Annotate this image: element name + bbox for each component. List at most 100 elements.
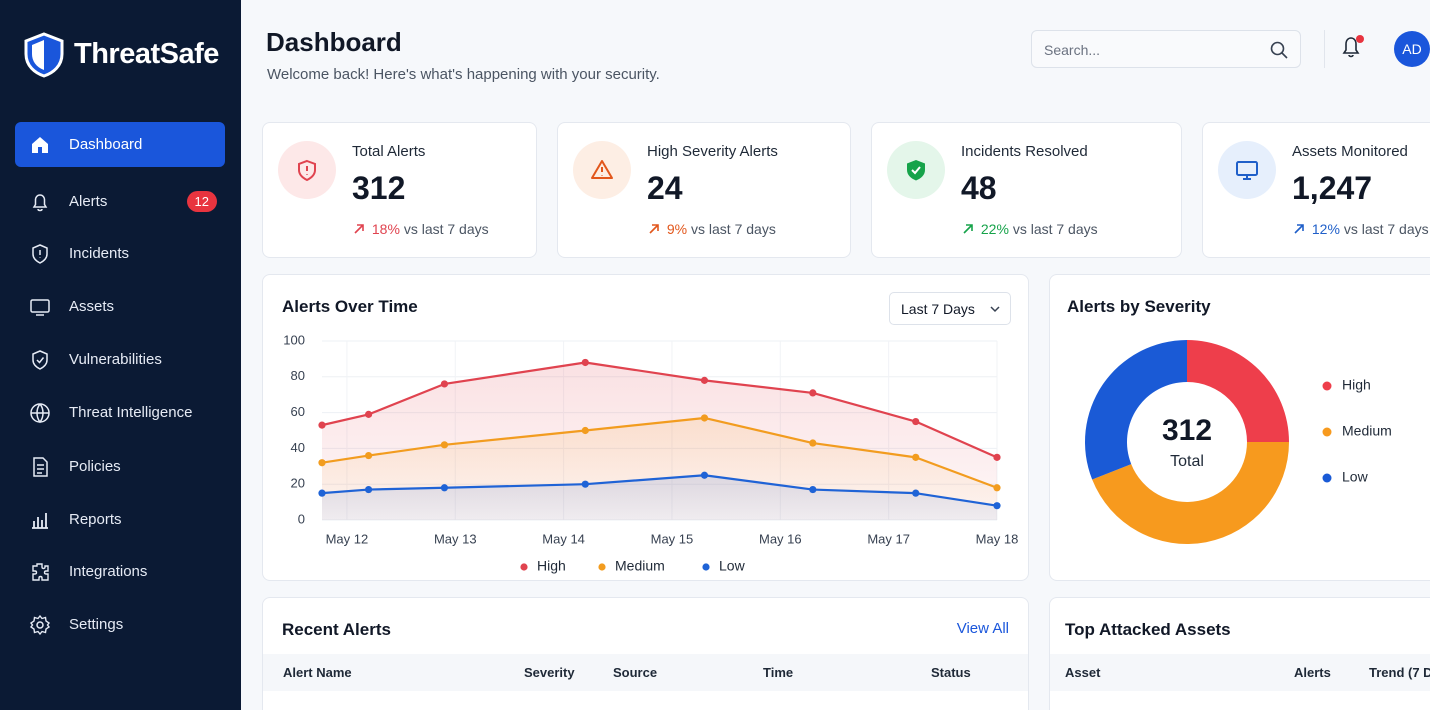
user-avatar[interactable]: AD bbox=[1394, 31, 1430, 67]
stat-label: Incidents Resolved bbox=[961, 143, 1088, 160]
trend-arrow bbox=[1294, 224, 1304, 234]
point bbox=[809, 485, 817, 494]
point bbox=[912, 453, 920, 461]
legend-label: Medium bbox=[615, 558, 665, 574]
stat-value: 1,247 bbox=[1292, 170, 1373, 206]
trend-arrow bbox=[354, 224, 364, 234]
y-tick-label: 0 bbox=[298, 511, 305, 526]
nav-label: Assets bbox=[69, 298, 115, 315]
column-header: Asset bbox=[1065, 665, 1101, 680]
x-tick-label: May 14 bbox=[542, 531, 585, 546]
nav-item[interactable]: Integrations bbox=[15, 549, 225, 594]
nav-item[interactable]: Incidents bbox=[15, 231, 225, 276]
stat-change: 22% bbox=[980, 221, 1009, 237]
nav-item[interactable]: Vulnerabilities bbox=[15, 337, 225, 382]
nav-item[interactable]: Dashboard bbox=[15, 122, 225, 167]
point bbox=[700, 414, 709, 422]
nav-item[interactable]: Policies bbox=[15, 444, 225, 489]
search-icon bbox=[1270, 41, 1288, 59]
point bbox=[809, 439, 817, 447]
nav-icon bbox=[32, 136, 48, 153]
view-all-link[interactable]: View All bbox=[956, 620, 1009, 637]
stat-card: Assets Monitored 1,247 12% vs last 7 day… bbox=[1202, 122, 1430, 258]
notification-bell[interactable] bbox=[1338, 33, 1366, 61]
card-title: Recent Alerts bbox=[282, 620, 391, 639]
nav-label: Alerts bbox=[69, 193, 108, 210]
stat-change-row: 22% vs last 7 days bbox=[962, 221, 1098, 237]
nav-icon bbox=[33, 456, 48, 477]
stat-value: 48 bbox=[961, 170, 997, 206]
nav-item[interactable]: Settings bbox=[15, 602, 225, 647]
nav-icon bbox=[32, 349, 48, 370]
nav-label: Vulnerabilities bbox=[69, 351, 162, 368]
chevron bbox=[990, 306, 1000, 313]
donut-segment bbox=[1092, 442, 1290, 544]
card-title: Alerts by Severity bbox=[1067, 297, 1211, 316]
y-tick-label: 80 bbox=[291, 368, 305, 383]
y-tick-label: 20 bbox=[291, 476, 305, 491]
top-assets-card: Top Attacked Assets Asset Alerts Trend (7 … bbox=[1049, 597, 1430, 710]
point bbox=[364, 451, 373, 460]
x-tick-label: May 17 bbox=[867, 531, 910, 546]
stat-change-row: 18% vs last 7 days bbox=[353, 221, 489, 237]
point bbox=[700, 376, 709, 384]
point bbox=[912, 489, 920, 497]
nav-item[interactable]: Reports bbox=[15, 497, 225, 542]
brand-name: ThreatSafe bbox=[74, 38, 219, 70]
line bbox=[321, 416, 998, 489]
legend-swatch bbox=[1322, 427, 1332, 437]
nav-label: Dashboard bbox=[69, 136, 143, 153]
stat-compare: vs last 7 days bbox=[1343, 221, 1429, 237]
point bbox=[993, 453, 1001, 461]
stat-icon-bg bbox=[573, 141, 631, 199]
point bbox=[912, 417, 920, 426]
legend-swatch bbox=[702, 563, 710, 571]
point bbox=[318, 459, 326, 467]
stat-icon-bg bbox=[1218, 141, 1276, 199]
recent-alerts-card: Recent Alerts View All Alert Name Severit… bbox=[262, 597, 1029, 710]
trend-arrow bbox=[963, 224, 973, 234]
stat-icon bbox=[591, 160, 613, 179]
point bbox=[581, 426, 589, 435]
stat-label: High Severity Alerts bbox=[647, 143, 778, 160]
column-header: Severity bbox=[524, 665, 575, 680]
range-select[interactable]: Last 7 Days bbox=[889, 292, 1011, 325]
divider bbox=[1324, 30, 1325, 68]
nav-icon bbox=[32, 562, 49, 581]
stat-icon bbox=[298, 159, 316, 182]
nav-icon bbox=[32, 193, 48, 211]
nav-label: Settings bbox=[69, 616, 124, 633]
stat-card: Incidents Resolved 48 22% vs last 7 days bbox=[871, 122, 1182, 258]
legend-label: Low bbox=[1342, 469, 1369, 485]
point bbox=[364, 410, 373, 418]
x-tick-label: May 13 bbox=[434, 531, 477, 546]
brand-logo bbox=[24, 32, 64, 78]
nav-item[interactable]: Threat Intelligence bbox=[15, 390, 225, 435]
legend-swatch bbox=[598, 563, 606, 571]
stat-compare: vs last 7 days bbox=[1012, 221, 1098, 237]
stat-change-row: 12% vs last 7 days bbox=[1293, 221, 1429, 237]
legend-swatch bbox=[1322, 473, 1332, 483]
stat-compare: vs last 7 days bbox=[691, 221, 776, 237]
point bbox=[809, 389, 817, 397]
column-header: Alerts bbox=[1294, 665, 1331, 680]
x-tick-label: May 12 bbox=[326, 531, 369, 546]
donut-center-value: 312 bbox=[1162, 414, 1212, 447]
column-header: Trend (7 Days) bbox=[1369, 665, 1430, 680]
nav-item[interactable]: Assets bbox=[15, 284, 225, 329]
area bbox=[322, 475, 997, 520]
search-box[interactable]: Search... bbox=[1031, 30, 1301, 68]
stat-card: High Severity Alerts 24 9% vs last 7 day… bbox=[557, 122, 851, 258]
card-title: Top Attacked Assets bbox=[1065, 620, 1231, 639]
table-header bbox=[263, 654, 1028, 691]
legend-swatch bbox=[1322, 381, 1332, 391]
nav-badge: 12 bbox=[186, 191, 217, 212]
nav-item[interactable]: Alerts 12 bbox=[15, 179, 225, 224]
stat-card: Total Alerts 312 18% vs last 7 days bbox=[262, 122, 537, 258]
legend-label: High bbox=[1342, 377, 1371, 393]
nav-label: Integrations bbox=[69, 563, 148, 580]
y-tick-label: 60 bbox=[291, 404, 305, 419]
trend-arrow bbox=[649, 224, 659, 234]
point bbox=[440, 380, 449, 388]
